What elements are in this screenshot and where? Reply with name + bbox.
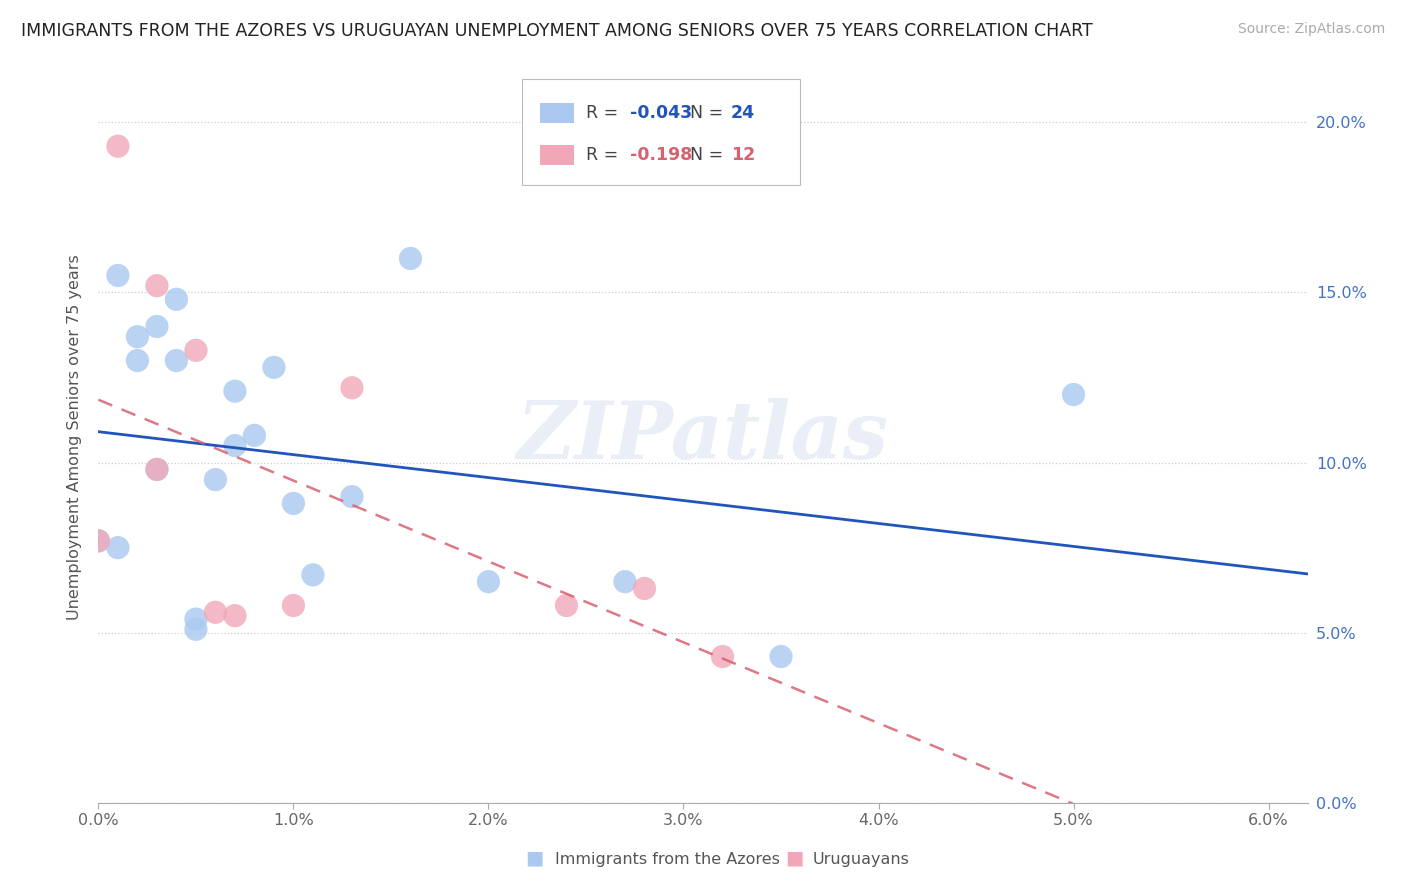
Point: [146, 462, 169, 476]
Text: R =: R =: [586, 104, 623, 122]
Point: [633, 582, 655, 596]
Point: [224, 384, 246, 399]
Point: [165, 293, 187, 307]
Point: [146, 278, 169, 293]
Text: IMMIGRANTS FROM THE AZORES VS URUGUAYAN UNEMPLOYMENT AMONG SENIORS OVER 75 YEARS: IMMIGRANTS FROM THE AZORES VS URUGUAYAN …: [21, 22, 1092, 40]
Point: [107, 268, 129, 283]
Point: [204, 605, 226, 619]
Point: [184, 622, 207, 636]
Point: [146, 462, 169, 476]
Point: [283, 496, 305, 510]
Point: [224, 608, 246, 623]
Text: -0.043: -0.043: [630, 104, 693, 122]
Text: N =: N =: [679, 145, 728, 164]
Point: [263, 360, 285, 375]
Text: ■: ■: [785, 848, 804, 867]
FancyBboxPatch shape: [540, 145, 574, 165]
Text: ZIPatlas: ZIPatlas: [517, 399, 889, 475]
Point: [127, 353, 149, 368]
Point: [184, 343, 207, 358]
Point: [399, 252, 422, 266]
Point: [477, 574, 499, 589]
Point: [165, 353, 187, 368]
Point: [224, 439, 246, 453]
Point: [87, 533, 110, 548]
Point: [614, 574, 637, 589]
Text: R =: R =: [586, 145, 623, 164]
Point: [1063, 387, 1085, 401]
FancyBboxPatch shape: [540, 103, 574, 123]
Point: [711, 649, 734, 664]
Point: [127, 329, 149, 343]
Point: [302, 567, 325, 582]
Point: [340, 490, 363, 504]
Point: [87, 533, 110, 548]
Text: Immigrants from the Azores: Immigrants from the Azores: [555, 852, 780, 867]
Point: [107, 541, 129, 555]
Point: [555, 599, 578, 613]
Point: [769, 649, 792, 664]
Text: ■: ■: [524, 848, 544, 867]
Y-axis label: Unemployment Among Seniors over 75 years: Unemployment Among Seniors over 75 years: [67, 254, 83, 620]
FancyBboxPatch shape: [522, 78, 800, 185]
Point: [146, 319, 169, 334]
Point: [243, 428, 266, 442]
Point: [283, 599, 305, 613]
Point: [184, 612, 207, 626]
Text: Source: ZipAtlas.com: Source: ZipAtlas.com: [1237, 22, 1385, 37]
Text: N =: N =: [679, 104, 728, 122]
Text: Uruguayans: Uruguayans: [813, 852, 910, 867]
Point: [204, 473, 226, 487]
Text: -0.198: -0.198: [630, 145, 693, 164]
Text: 24: 24: [731, 104, 755, 122]
Point: [107, 139, 129, 153]
Point: [340, 381, 363, 395]
Text: 12: 12: [731, 145, 755, 164]
